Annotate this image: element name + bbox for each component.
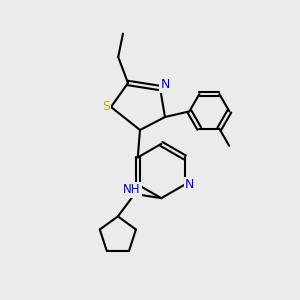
Text: NH: NH (123, 184, 140, 196)
Text: N: N (185, 178, 194, 191)
Text: S: S (102, 100, 110, 113)
Text: N: N (160, 79, 170, 92)
